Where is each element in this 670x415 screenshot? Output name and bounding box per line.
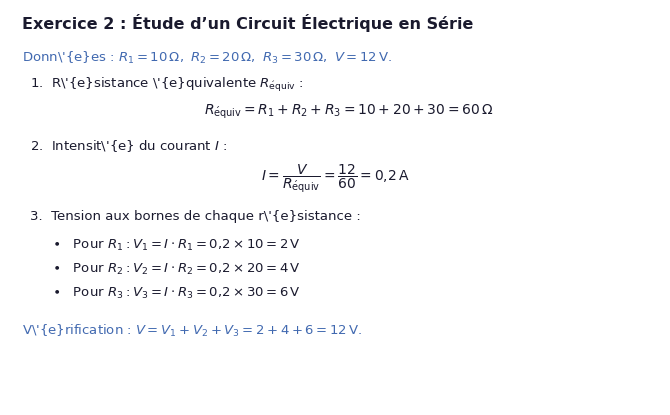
Text: Donn\'{e}es : $R_1 = 10\,\Omega,\ R_2 = 20\,\Omega,\ R_3 = 30\,\Omega,\ V = 12\,: Donn\'{e}es : $R_1 = 10\,\Omega,\ R_2 = … [22, 50, 392, 66]
Text: 3.  Tension aux bornes de chaque r\'{e}sistance :: 3. Tension aux bornes de chaque r\'{e}si… [30, 210, 360, 223]
Text: $\bullet$   Pour $R_2 : V_2 = I \cdot R_2 = 0{,}2 \times 20 = 4\,\mathrm{V}$: $\bullet$ Pour $R_2 : V_2 = I \cdot R_2 … [52, 262, 301, 277]
Text: 1.  R\'{e}sistance \'{e}quivalente $R_{\mathrm{\acute{e}quiv}}$ :: 1. R\'{e}sistance \'{e}quivalente $R_{\m… [30, 76, 304, 94]
Text: $I = \dfrac{V}{R_{\mathrm{\acute{e}quiv}}} = \dfrac{12}{60} = 0{,}2\,\mathrm{A}$: $I = \dfrac{V}{R_{\mathrm{\acute{e}quiv}… [261, 162, 409, 195]
Text: $\bullet$   Pour $R_1 : V_1 = I \cdot R_1 = 0{,}2 \times 10 = 2\,\mathrm{V}$: $\bullet$ Pour $R_1 : V_1 = I \cdot R_1 … [52, 238, 301, 253]
Text: V\'{e}rification : $V = V_1 + V_2 + V_3 = 2 + 4 + 6 = 12\,\mathrm{V}.$: V\'{e}rification : $V = V_1 + V_2 + V_3 … [22, 323, 362, 339]
Text: 2.  Intensit\'{e} du courant $I$ :: 2. Intensit\'{e} du courant $I$ : [30, 138, 227, 154]
Text: $\bullet$   Pour $R_3 : V_3 = I \cdot R_3 = 0{,}2 \times 30 = 6\,\mathrm{V}$: $\bullet$ Pour $R_3 : V_3 = I \cdot R_3 … [52, 286, 301, 301]
Text: $R_{\mathrm{\acute{e}quiv}} = R_1 + R_2 + R_3 = 10 + 20 + 30 = 60\,\Omega$: $R_{\mathrm{\acute{e}quiv}} = R_1 + R_2 … [204, 103, 493, 121]
Text: Exercice 2 : Étude d’un Circuit Électrique en Série: Exercice 2 : Étude d’un Circuit Électriq… [22, 14, 474, 32]
